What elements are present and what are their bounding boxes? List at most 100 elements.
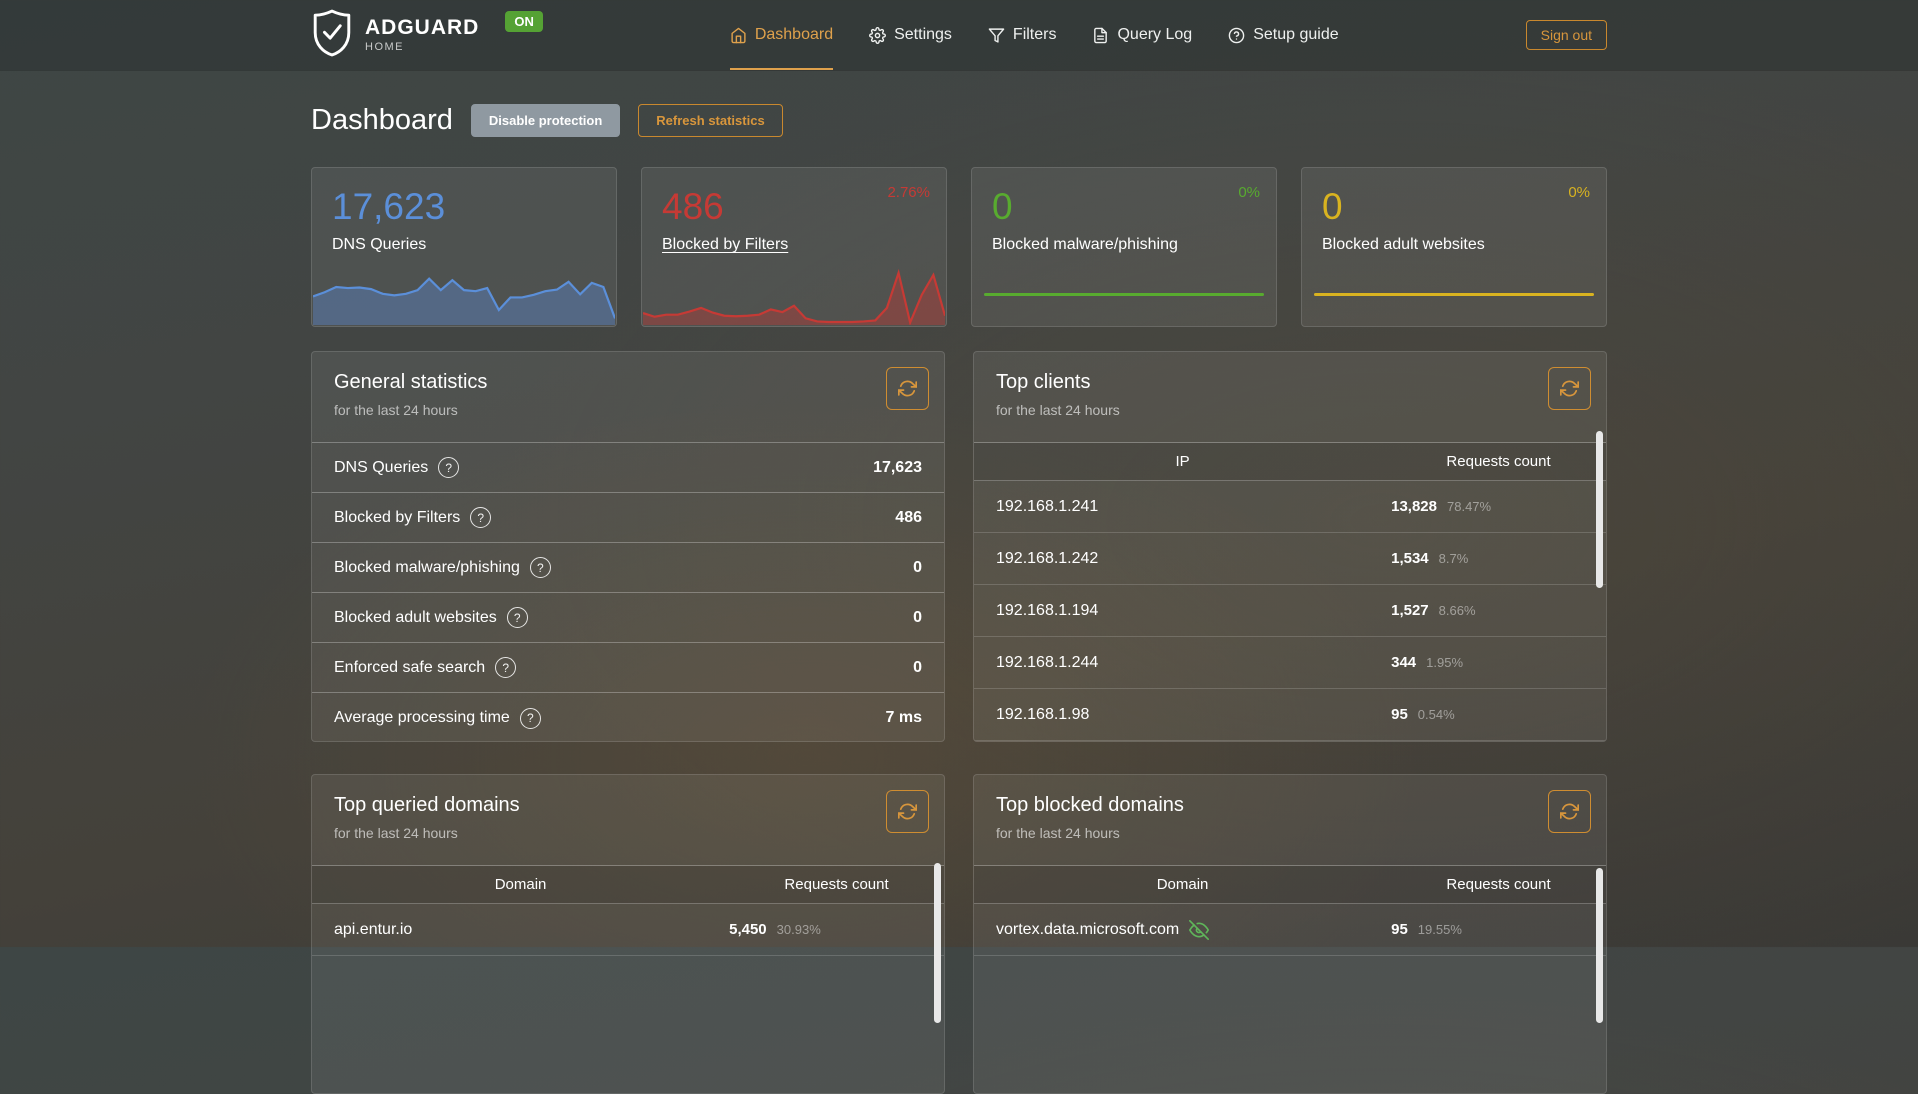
blocked-adult-label: Blocked adult websites [1322,236,1485,253]
column-header-domain: Domain [494,876,547,893]
blocked-filters-sparkline [643,267,945,325]
request-count: 1,527 [1391,602,1429,619]
refresh-button[interactable] [886,790,929,833]
domain-row: api.entur.io 5,450 30.93% [312,904,944,956]
blocked-filters-percent: 2.76% [887,184,930,201]
table-header: Domain Requests count [974,866,1606,904]
blocked-adult-value: 0 [1322,186,1343,227]
nav-item-label: Filters [1012,26,1057,43]
general-statistics-subtitle: for the last 24 hours [334,402,458,418]
card-blocked-malware: 0 0% Blocked malware/phishing [971,167,1277,327]
disable-protection-button[interactable]: Disable protection [470,104,621,137]
stat-value: 0 [913,658,922,676]
request-percent: 30.93% [776,922,821,937]
column-header-requests: Requests count [784,876,889,893]
nav-item-label: Settings [894,26,952,43]
blocked-adult-flatline [1314,293,1594,296]
blocked-filters-link[interactable]: Blocked by Filters [662,236,789,253]
column-header-requests: Requests count [1446,876,1551,893]
top-queried-title: Top queried domains [334,794,520,816]
request-percent: 78.47% [1447,499,1492,514]
blocked-malware-value: 0 [992,186,1013,227]
top-clients-title: Top clients [996,371,1091,393]
question-circle-icon [1228,27,1245,43]
dns-queries-label: DNS Queries [332,236,427,253]
help-icon[interactable]: ? [470,507,492,528]
top-navbar: ADGUARD HOME ON Dashboard Settings Filte… [0,0,1918,70]
stat-row: DNS Queries? 17,623 [312,443,944,493]
refresh-icon [898,803,917,820]
main-content: Dashboard Disable protection Refresh sta… [311,104,1607,1094]
refresh-button[interactable] [1548,790,1591,833]
scrollbar-thumb[interactable] [934,863,941,1023]
request-percent: 19.55% [1417,922,1462,937]
nav-item-query-log[interactable]: Query Log [1092,0,1192,70]
request-count: 5,450 [729,921,767,938]
stat-label: Blocked adult websites [334,608,497,626]
request-count: 1,534 [1391,550,1429,567]
request-percent: 8.66% [1438,603,1476,618]
scrollbar-thumb[interactable] [1596,868,1603,1023]
help-icon[interactable]: ? [506,607,528,628]
stat-label: Enforced safe search [334,658,486,676]
stat-row: Blocked adult websites? 0 [312,593,944,643]
refresh-statistics-button[interactable]: Refresh statistics [638,104,783,137]
middle-panels-row: General statistics for the last 24 hours… [311,351,1607,742]
document-icon [1094,27,1108,43]
refresh-button[interactable] [1548,367,1591,410]
request-count: 344 [1391,654,1417,671]
stat-label: Blocked by Filters [334,508,461,526]
stat-row: Blocked malware/phishing? 0 [312,543,944,593]
gear-icon [869,26,887,44]
general-statistics-title: General statistics [334,371,488,393]
stat-value: 0 [913,608,922,626]
stat-label: Average processing time [334,709,510,726]
blocked-malware-percent: 0% [1238,184,1260,201]
nav-item-settings[interactable]: Settings [869,0,952,70]
queried-domain: api.entur.io [334,920,413,938]
help-icon[interactable]: ? [495,657,517,678]
domain-row: vortex.data.microsoft.com 95 19.55% [974,904,1606,956]
help-icon[interactable]: ? [529,557,551,578]
refresh-icon [1560,803,1579,820]
table-header: Domain Requests count [312,866,944,904]
nav-item-filters[interactable]: Filters [988,0,1057,70]
help-icon[interactable]: ? [519,707,541,729]
request-percent: 8.7% [1438,551,1469,566]
blocked-adult-percent: 0% [1568,184,1590,201]
card-dns-queries: 17,623 DNS Queries [311,167,617,327]
nav-item-label: Query Log [1117,26,1193,43]
refresh-icon [898,380,917,397]
dns-queries-value: 17,623 [332,186,446,227]
blocked-filters-value: 486 [662,186,724,227]
request-count: 95 [1391,921,1408,938]
client-ip: 192.168.1.244 [996,653,1099,671]
client-row: 192.168.1.194 1,527 8.66% [974,585,1606,637]
top-queried-domains-panel: Top queried domains for the last 24 hour… [311,774,945,1094]
help-icon[interactable]: ? [438,457,460,478]
top-blocked-subtitle: for the last 24 hours [996,825,1120,841]
nav-menu: Dashboard Settings Filters Query Log Set… [543,0,1526,70]
top-queried-subtitle: for the last 24 hours [334,825,458,841]
sign-out-button[interactable]: Sign out [1525,20,1607,50]
nav-item-setup-guide[interactable]: Setup guide [1228,0,1339,70]
client-ip: 192.168.1.194 [996,601,1099,619]
client-ip: 192.168.1.98 [996,705,1090,723]
refresh-button[interactable] [886,367,929,410]
stat-value: 7 ms [885,709,922,726]
stat-label: Blocked malware/phishing [334,558,520,576]
client-ip: 192.168.1.242 [996,549,1099,567]
request-count: 13,828 [1391,498,1437,515]
eye-off-icon [1189,919,1210,940]
column-header-requests: Requests count [1446,453,1551,470]
nav-item-dashboard[interactable]: Dashboard [729,0,834,70]
request-percent: 0.54% [1417,707,1455,722]
nav-item-label: Dashboard [754,26,834,43]
card-blocked-adult: 0 0% Blocked adult websites [1301,167,1607,327]
top-clients-subtitle: for the last 24 hours [996,402,1120,418]
client-ip: 192.168.1.241 [996,497,1099,515]
refresh-icon [1560,380,1579,397]
scrollbar-thumb[interactable] [1596,431,1603,588]
top-blocked-title: Top blocked domains [996,794,1184,816]
request-percent: 1.95% [1426,655,1464,670]
